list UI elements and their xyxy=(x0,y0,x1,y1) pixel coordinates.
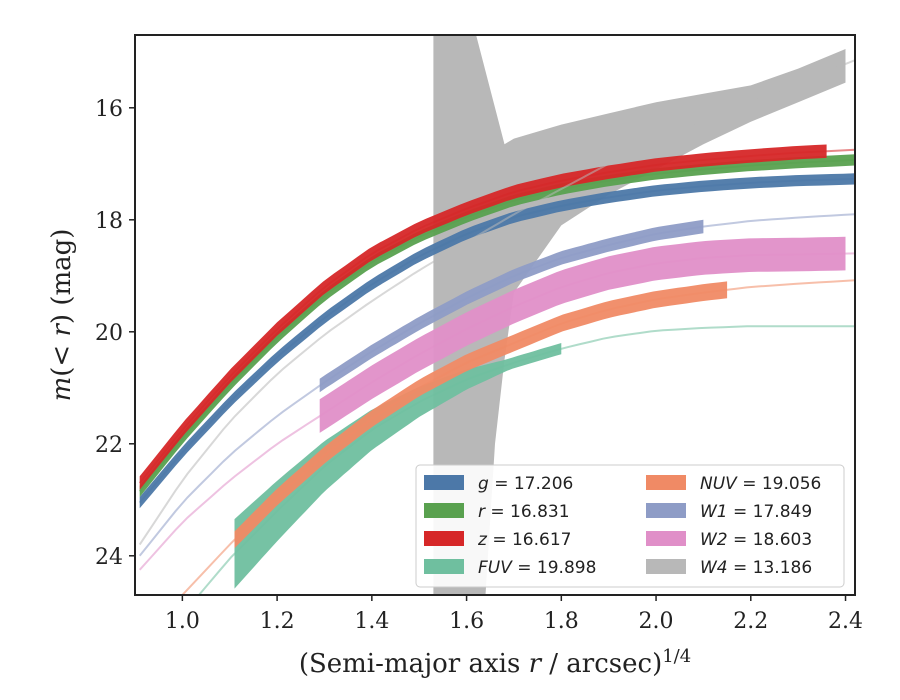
legend-label-z: z = 16.617 xyxy=(477,530,571,550)
legend-label-r: r = 16.831 xyxy=(478,502,570,522)
axes: 1.0 1.2 1.4 1.6 1.8 2.0 2.2 2.4 16 18 20 22 24 (Semi-… xyxy=(47,34,863,679)
w4-band xyxy=(433,35,846,595)
legend-box xyxy=(415,464,845,588)
legend-label-w2: W2 = 18.603 xyxy=(700,530,812,550)
y-tick-label: 22 xyxy=(95,433,123,458)
y-tick-label: 16 xyxy=(95,97,123,122)
legend-label-w1: W1 = 17.849 xyxy=(700,502,812,522)
legend-label-g: g = 17.206 xyxy=(478,474,573,494)
w1-band xyxy=(319,219,704,393)
legend-label-w4: W4 = 13.186 xyxy=(700,558,812,578)
series-group xyxy=(138,35,855,595)
legend-swatch-r xyxy=(424,503,464,518)
plot-frame xyxy=(134,34,856,596)
legend-swatch-z xyxy=(424,531,464,546)
x-tick-label: 1.0 xyxy=(165,609,200,634)
x-tick-label: 2.2 xyxy=(733,609,768,634)
x-tick-label: 2.4 xyxy=(828,609,863,634)
x-tick-label: 1.2 xyxy=(260,609,295,634)
legend-label-fuv: FUV = 19.898 xyxy=(478,558,596,578)
fuv-band xyxy=(234,343,562,589)
legend-swatch-fuv xyxy=(424,559,464,574)
w4-line xyxy=(138,59,855,546)
x-tick-label: 2.0 xyxy=(639,609,674,634)
legend-swatch-w4 xyxy=(646,559,686,574)
legend-swatch-g xyxy=(424,475,464,490)
legend-swatch-w2 xyxy=(646,531,686,546)
x-tick-label: 1.4 xyxy=(354,609,389,634)
y-tick-label: 24 xyxy=(95,545,123,570)
legend-label-nuv: NUV = 19.056 xyxy=(700,474,821,494)
plot-area xyxy=(138,35,855,595)
y-axis-label: m(< r) (mag) xyxy=(47,229,77,402)
y-tick-label: 20 xyxy=(95,321,123,346)
x-tick-label: 1.6 xyxy=(449,609,484,634)
w2-band xyxy=(319,236,846,433)
x-tick-label: 1.8 xyxy=(544,609,579,634)
legend-swatch-w1 xyxy=(646,503,686,518)
legend: g = 17.206 r = 16.831 z = 16.617 FUV = 19.8… xyxy=(415,464,845,588)
y-tick-label: 18 xyxy=(95,209,123,234)
legend-swatch-nuv xyxy=(646,475,686,490)
x-axis-label: (Semi-major axis r / arcsec)1/4 xyxy=(299,646,691,679)
